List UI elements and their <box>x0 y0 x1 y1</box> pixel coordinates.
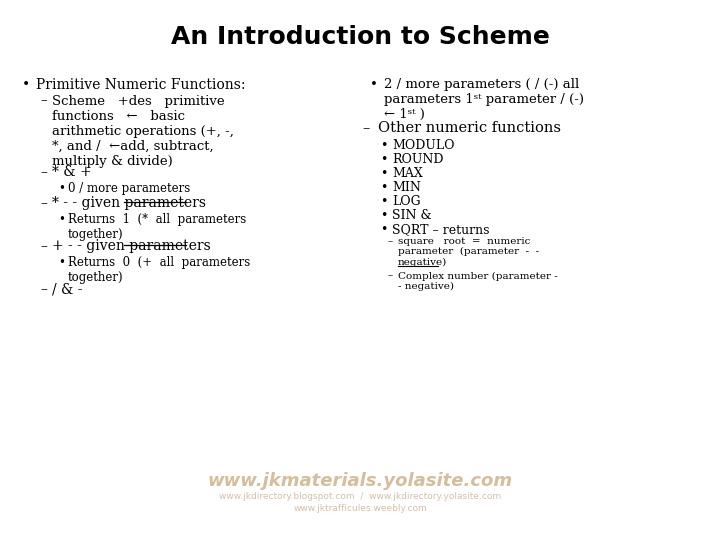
Text: •: • <box>380 195 387 208</box>
Text: LOG: LOG <box>392 195 420 208</box>
Text: –: – <box>362 122 369 136</box>
Text: •: • <box>22 78 30 92</box>
Text: Primitive Numeric Functions:: Primitive Numeric Functions: <box>36 78 246 92</box>
Text: •: • <box>58 182 65 195</box>
Text: •: • <box>370 78 378 91</box>
Text: –: – <box>40 196 47 210</box>
Text: Complex number (parameter -
- negative): Complex number (parameter - - negative) <box>398 272 558 291</box>
Text: •: • <box>58 256 65 269</box>
Text: •: • <box>380 139 387 152</box>
Text: An Introduction to Scheme: An Introduction to Scheme <box>171 25 549 49</box>
Text: square   root  =  numeric
parameter  (parameter  -  -
negative): square root = numeric parameter (paramet… <box>398 237 539 267</box>
Text: 0 / more parameters: 0 / more parameters <box>68 182 190 195</box>
Text: •: • <box>380 153 387 166</box>
Text: Returns  1  (*  all  parameters
together): Returns 1 (* all parameters together) <box>68 213 246 241</box>
Text: –: – <box>388 272 393 280</box>
Text: •: • <box>380 167 387 180</box>
Text: Scheme   +des   primitive
functions   ←   basic
arithmetic operations (+, -,
*, : Scheme +des primitive functions ← basic … <box>52 94 234 167</box>
Text: –: – <box>388 237 393 246</box>
Text: SQRT – returns: SQRT – returns <box>392 223 490 236</box>
Text: •: • <box>380 223 387 236</box>
Text: MAX: MAX <box>392 167 423 180</box>
Text: •: • <box>58 213 65 226</box>
Text: –: – <box>40 165 47 179</box>
Text: www.jktrafficules.weebly.com: www.jktrafficules.weebly.com <box>293 504 427 513</box>
Text: –: – <box>40 94 47 107</box>
Text: ROUND: ROUND <box>392 153 444 166</box>
Text: * - - given parameters: * - - given parameters <box>52 196 206 210</box>
Text: Other numeric functions: Other numeric functions <box>378 122 561 136</box>
Text: * & +: * & + <box>52 165 91 179</box>
Text: –: – <box>40 282 47 296</box>
Text: www.jkdirectory.blogspot.com  /  www.jkdirectory.yolasite.com: www.jkdirectory.blogspot.com / www.jkdir… <box>219 492 501 501</box>
Text: / & -: / & - <box>52 282 83 296</box>
Text: + - - given parameters: + - - given parameters <box>52 239 211 253</box>
Text: MODULO: MODULO <box>392 139 454 152</box>
Text: www.jkmaterials.yolasite.com: www.jkmaterials.yolasite.com <box>207 472 513 490</box>
Text: •: • <box>380 209 387 222</box>
Text: –: – <box>40 239 47 253</box>
Text: Returns  0  (+  all  parameters
together): Returns 0 (+ all parameters together) <box>68 256 251 284</box>
Text: 2 / more parameters ( / (-) all
parameters 1ˢᵗ parameter / (-)
← 1ˢᵗ ): 2 / more parameters ( / (-) all paramete… <box>384 78 584 121</box>
Text: •: • <box>380 181 387 194</box>
Text: MIN: MIN <box>392 181 421 194</box>
Text: SIN &: SIN & <box>392 209 431 222</box>
